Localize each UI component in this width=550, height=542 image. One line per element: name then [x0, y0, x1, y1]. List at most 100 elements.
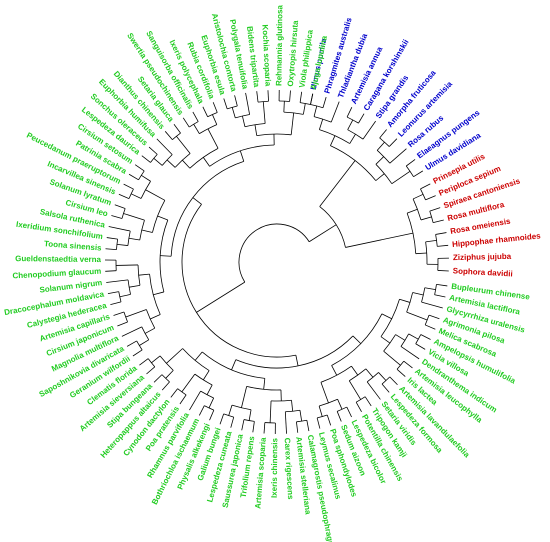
- branch: [156, 138, 173, 155]
- branch: [129, 284, 141, 288]
- branch: [436, 284, 448, 287]
- branch: [194, 373, 213, 386]
- branch: [212, 114, 218, 125]
- branch: [375, 156, 384, 165]
- branch: [231, 107, 236, 119]
- branch: [421, 287, 426, 303]
- branch: [412, 193, 424, 200]
- branch: [330, 135, 336, 146]
- branch: [358, 113, 365, 124]
- branch: [181, 204, 296, 358]
- branch: [182, 117, 190, 128]
- branch: [302, 103, 306, 115]
- branch: [202, 106, 208, 117]
- branch: [366, 381, 381, 400]
- leaf-label: Toona sinensis: [44, 239, 103, 252]
- branch: [254, 124, 258, 136]
- branch: [383, 350, 401, 366]
- branch: [289, 90, 291, 102]
- branch: [139, 358, 149, 366]
- branch: [227, 105, 238, 110]
- branch: [193, 124, 200, 134]
- branch: [319, 160, 356, 207]
- branch: [241, 419, 245, 431]
- branch: [345, 232, 414, 248]
- branch: [395, 334, 406, 341]
- branch: [316, 417, 321, 429]
- branch: [425, 195, 436, 201]
- branch: [389, 148, 407, 164]
- branch: [396, 360, 405, 370]
- branch: [299, 91, 303, 103]
- leaf-label: Chenopodium glaucum: [12, 267, 101, 281]
- branch: [318, 405, 323, 417]
- branch: [228, 404, 233, 416]
- branch: [391, 170, 411, 185]
- branch: [295, 355, 299, 366]
- branch: [170, 388, 178, 398]
- branch: [128, 173, 139, 181]
- branch: [150, 154, 158, 163]
- branch: [428, 314, 440, 320]
- branch: [346, 106, 353, 118]
- branch: [425, 239, 437, 243]
- branch: [306, 420, 310, 432]
- branch: [284, 411, 287, 434]
- branch: [179, 394, 187, 405]
- branch: [223, 98, 228, 110]
- branch: [206, 384, 213, 395]
- branch: [182, 159, 191, 169]
- branch: [355, 401, 362, 412]
- branch: [246, 385, 281, 391]
- branch: [113, 311, 125, 316]
- branch: [138, 170, 145, 181]
- branch: [435, 232, 447, 235]
- branch: [379, 137, 390, 147]
- leaf-label: Artemisia scoparia: [253, 437, 267, 510]
- branch: [263, 378, 266, 390]
- branch: [106, 279, 129, 283]
- branch: [230, 416, 235, 428]
- branch: [346, 406, 352, 418]
- branch: [351, 365, 359, 376]
- branch: [239, 150, 245, 162]
- branch: [420, 183, 431, 190]
- branch: [110, 301, 122, 306]
- branch: [267, 90, 269, 102]
- branch: [388, 138, 398, 147]
- branch: [313, 105, 318, 117]
- branch: [244, 123, 266, 128]
- branch: [406, 208, 418, 214]
- branch: [319, 129, 350, 144]
- branch: [408, 333, 419, 340]
- leaf-label: Ziziphus jujuba: [453, 252, 512, 262]
- branch: [362, 120, 376, 140]
- branch: [153, 374, 163, 383]
- branch: [290, 112, 295, 135]
- branch: [378, 372, 387, 381]
- branch: [256, 91, 259, 103]
- branch: [139, 339, 149, 346]
- branch: [172, 132, 181, 140]
- branch: [196, 281, 245, 313]
- branch: [123, 183, 134, 190]
- leaf-label: Rehmannia glutinosa: [274, 5, 284, 87]
- branch: [389, 376, 398, 386]
- branch: [421, 301, 443, 309]
- branch: [330, 101, 340, 123]
- branch: [263, 422, 266, 434]
- branch: [415, 343, 426, 350]
- branch: [150, 314, 161, 320]
- branch: [313, 116, 332, 123]
- branch: [192, 111, 199, 122]
- branch: [379, 129, 387, 139]
- branch: [291, 400, 294, 412]
- branch: [425, 324, 436, 330]
- branch: [161, 374, 170, 383]
- branch: [318, 119, 324, 130]
- branch: [245, 92, 251, 115]
- branch: [381, 313, 392, 320]
- branch: [181, 373, 196, 393]
- branch: [300, 102, 311, 105]
- branch: [429, 210, 434, 223]
